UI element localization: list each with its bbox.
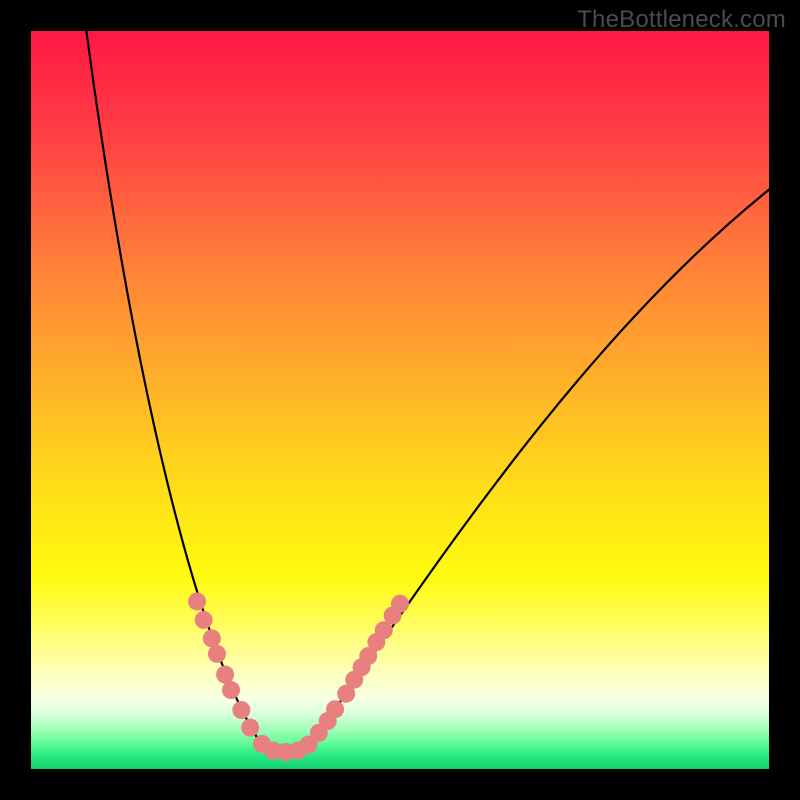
- curve-markers: [188, 592, 409, 761]
- v-curve-line: [86, 31, 769, 752]
- curve-marker: [188, 592, 206, 610]
- curve-marker: [391, 595, 409, 613]
- curve-marker: [326, 700, 344, 718]
- curve-marker: [222, 681, 240, 699]
- watermark-text: TheBottleneck.com: [577, 6, 786, 34]
- curve-marker: [232, 701, 250, 719]
- curve-marker: [208, 645, 226, 663]
- curve-marker: [203, 629, 221, 647]
- curve-marker: [195, 611, 213, 629]
- curve-layer: [31, 31, 769, 769]
- curve-marker: [216, 666, 234, 684]
- chart-container: TheBottleneck.com: [0, 0, 800, 800]
- plot-area: [31, 31, 769, 769]
- curve-marker: [241, 719, 259, 737]
